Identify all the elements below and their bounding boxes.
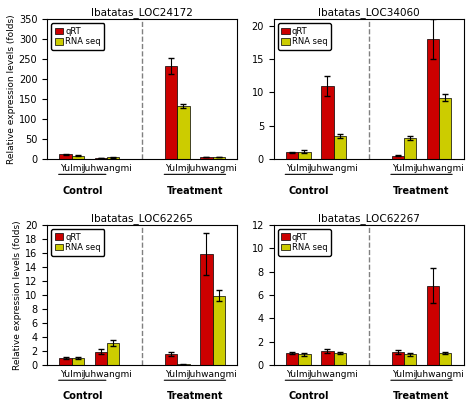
Legend: qRT, RNA seq: qRT, RNA seq (51, 23, 104, 49)
Y-axis label: Relative expression levels (folds): Relative expression levels (folds) (7, 14, 16, 164)
Text: Treatment: Treatment (167, 391, 223, 401)
Bar (298, 354, 310, 365)
Bar (165, 354, 177, 365)
Y-axis label: Relative expression levels (folds): Relative expression levels (folds) (13, 220, 22, 370)
Bar (59, 358, 72, 365)
Bar (427, 39, 439, 159)
Bar (59, 154, 72, 159)
Text: Control: Control (289, 391, 329, 401)
Text: Treatment: Treatment (393, 186, 450, 196)
Bar (404, 138, 416, 159)
Text: Treatment: Treatment (167, 186, 223, 196)
Title: Ibatatas_LOC24172: Ibatatas_LOC24172 (91, 7, 193, 18)
Bar (177, 106, 190, 159)
Bar (177, 364, 190, 365)
Bar (212, 296, 225, 365)
Bar (95, 158, 107, 159)
Legend: qRT, RNA seq: qRT, RNA seq (51, 229, 104, 256)
Legend: qRT, RNA seq: qRT, RNA seq (278, 229, 331, 256)
Bar (439, 353, 451, 365)
Bar (72, 358, 84, 365)
Text: Treatment: Treatment (393, 391, 450, 401)
Bar (334, 136, 346, 159)
Bar (392, 156, 404, 159)
Bar (212, 157, 225, 159)
Bar (286, 353, 298, 365)
Bar (95, 352, 107, 365)
Bar (200, 254, 212, 365)
Bar (107, 157, 119, 159)
Bar (165, 66, 177, 159)
Bar (427, 285, 439, 365)
Bar (321, 351, 334, 365)
Title: Ibatatas_LOC62265: Ibatatas_LOC62265 (91, 213, 193, 224)
Bar (107, 343, 119, 365)
Legend: qRT, RNA seq: qRT, RNA seq (278, 23, 331, 49)
Title: Ibatatas_LOC62267: Ibatatas_LOC62267 (318, 213, 419, 224)
Bar (334, 353, 346, 365)
Bar (200, 157, 212, 159)
Bar (72, 156, 84, 159)
Bar (392, 352, 404, 365)
Text: Control: Control (62, 186, 102, 196)
Bar (321, 86, 334, 159)
Bar (404, 354, 416, 365)
Text: Control: Control (62, 391, 102, 401)
Title: Ibatatas_LOC34060: Ibatatas_LOC34060 (318, 7, 419, 18)
Bar (298, 152, 310, 159)
Bar (286, 152, 298, 159)
Text: Control: Control (289, 186, 329, 196)
Bar (439, 98, 451, 159)
